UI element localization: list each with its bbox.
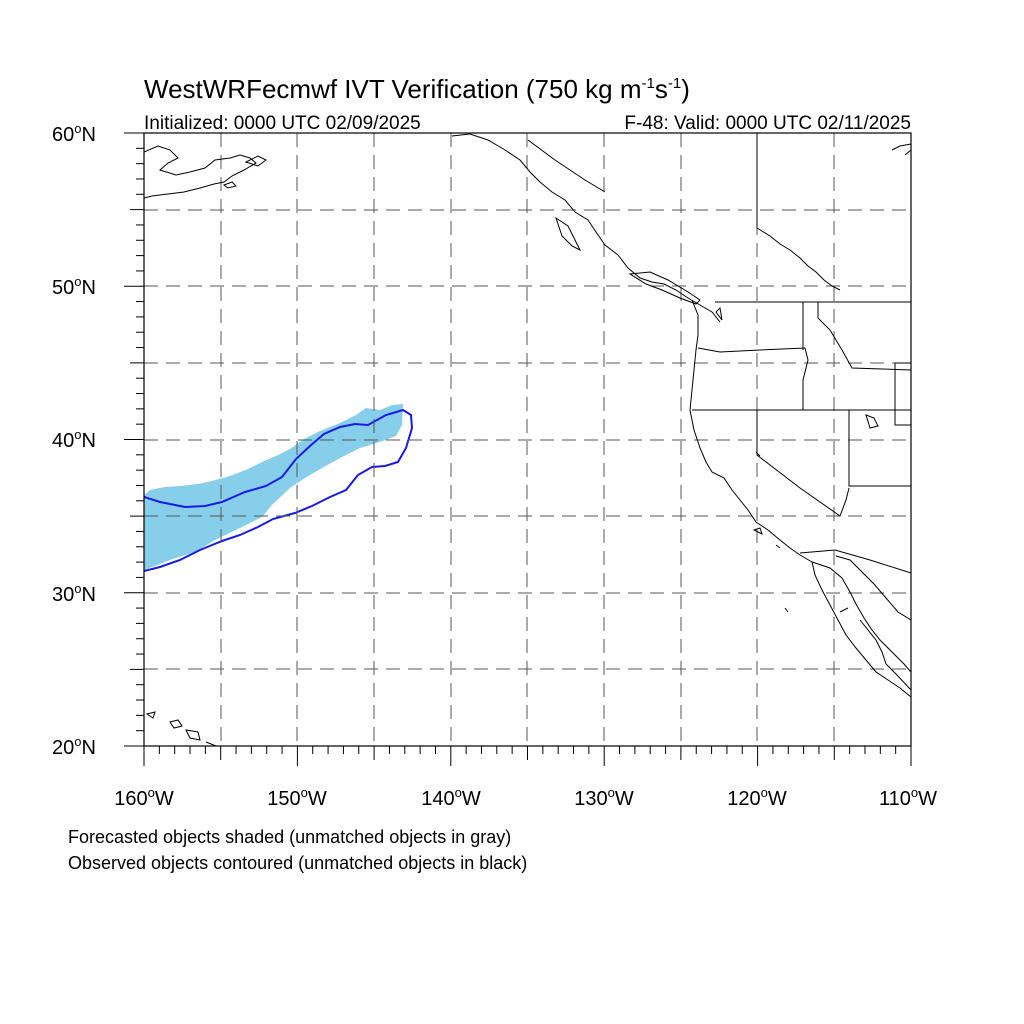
map-panel	[124, 132, 912, 766]
observed-ivt-contour	[144, 408, 414, 572]
forecast-ivt-object	[144, 404, 403, 570]
lat-label-60: 60oN	[52, 121, 96, 146]
lat-label-30: 30oN	[52, 581, 96, 606]
lon-label-120w: 120oW	[727, 785, 787, 810]
lat-label-40: 40oN	[52, 427, 96, 452]
lon-label-110w: 110oW	[879, 785, 937, 810]
valid-label: F-48: Valid: 0000 UTC 02/11/2025	[624, 113, 911, 134]
lon-label-150w: 150oW	[267, 785, 327, 810]
footnote-observed: Observed objects contoured (unmatched ob…	[68, 853, 527, 873]
lon-label-140w: 140oW	[421, 785, 481, 810]
lon-label-130w: 130oW	[574, 785, 634, 810]
lat-label-50: 50oN	[52, 274, 96, 299]
latitude-labels: 60oN 50oN 40oN 30oN 20oN	[52, 121, 96, 759]
lon-label-160w: 160oW	[114, 785, 174, 810]
coastlines	[144, 133, 911, 746]
lat-label-20: 20oN	[52, 734, 96, 759]
tick-marks	[124, 132, 912, 766]
political-boundaries	[692, 133, 912, 574]
map-gridlines	[144, 133, 911, 746]
longitude-labels: 160oW 150oW 140oW 130oW 120oW 110oW	[114, 785, 937, 810]
figure-title: WestWRFecmwf IVT Verification (750 kg m-…	[144, 74, 690, 104]
initialized-label: Initialized: 0000 UTC 02/09/2025	[144, 113, 421, 134]
footnote-forecast: Forecasted objects shaded (unmatched obj…	[68, 827, 511, 847]
